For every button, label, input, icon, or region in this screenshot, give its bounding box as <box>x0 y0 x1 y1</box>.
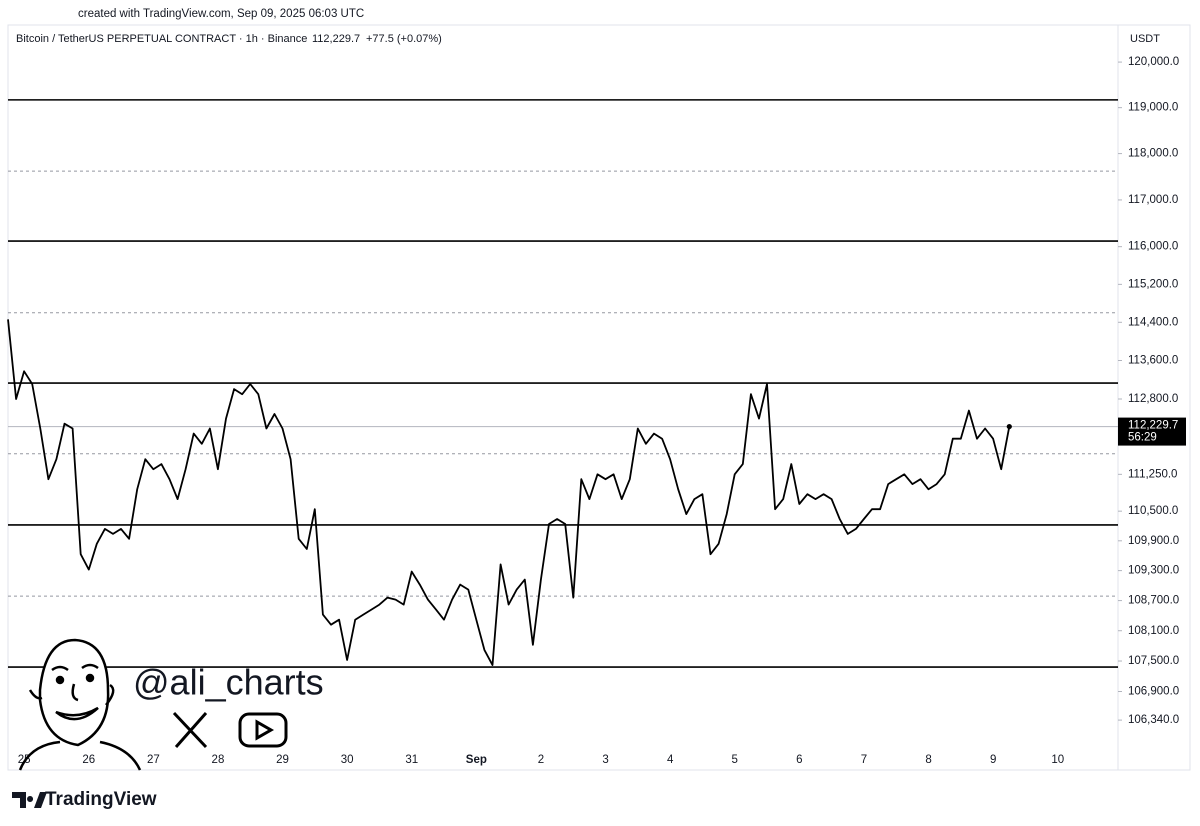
watermark: @ali_charts <box>133 662 324 703</box>
x-tick-label: 29 <box>276 754 289 766</box>
x-tick-label: 3 <box>602 754 608 766</box>
y-tick-label: 114,400.0 <box>1128 316 1178 328</box>
header: created with TradingView.com, Sep 09, 20… <box>78 8 364 20</box>
y-tick-label: 118,000.0 <box>1128 148 1178 160</box>
footer-brand: TradingView <box>45 789 157 810</box>
x-tick-label: 4 <box>667 754 674 766</box>
y-tick-label: 106,900.0 <box>1128 686 1179 698</box>
youtube-logo <box>238 712 288 748</box>
symbol-price: 112,229.7 <box>312 33 360 45</box>
x-tick-label: 31 <box>405 754 418 766</box>
x-tick-label: 8 <box>925 754 931 766</box>
avatar <box>18 638 142 771</box>
y-tick-label: 106,340.0 <box>1128 714 1179 726</box>
plot: 120,000.0 119,000.0 118,000.0 117,000.0 116,… <box>7 56 1179 766</box>
y-tick-label: 116,000.0 <box>1128 241 1178 253</box>
y-tick-label: 108,100.0 <box>1128 625 1179 637</box>
x-logo <box>172 711 208 749</box>
x-tick-label: 9 <box>990 754 996 766</box>
last-price-box <box>1118 417 1186 446</box>
tradingview-logo <box>12 792 47 808</box>
x-tick-label: 2 <box>538 754 544 766</box>
y-tick-label: 112,800.0 <box>1128 393 1178 405</box>
countdown: 56:29 <box>1128 432 1157 444</box>
price-line <box>7 319 1011 666</box>
x-tick-label: Sep <box>466 754 487 766</box>
x-tick-label: 26 <box>82 754 95 766</box>
currency: USDT <box>1130 33 1160 45</box>
y-tick-label: 110,500.0 <box>1128 505 1178 517</box>
symbol-title: Bitcoin / TetherUS PERPETUAL CONTRACT · … <box>16 33 307 45</box>
last-point <box>1006 423 1012 430</box>
x-tick-label: 10 <box>1051 754 1064 766</box>
y-tick-label: 113,600.0 <box>1128 355 1178 367</box>
x-tick-label: 27 <box>147 754 160 766</box>
y-tick-label: 108,700.0 <box>1128 595 1179 607</box>
y-tick-label: 109,900.0 <box>1128 535 1179 547</box>
x-tick-label: 5 <box>732 754 738 766</box>
y-tick-label: 111,250.0 <box>1128 468 1177 480</box>
last-price-label: 112,229.7 <box>1128 420 1178 432</box>
x-tick-label: 28 <box>212 754 225 766</box>
x-tick-label: 30 <box>341 754 354 766</box>
x-tick-label: 7 <box>861 754 867 766</box>
y-tick-label: 117,000.0 <box>1128 194 1178 206</box>
y-tick-label: 119,000.0 <box>1128 102 1178 114</box>
pane-border <box>7 24 1191 771</box>
x-tick-label: 6 <box>796 754 802 766</box>
y-tick-label: 120,000.0 <box>1128 56 1179 68</box>
y-tick-label: 115,200.0 <box>1128 278 1178 290</box>
symbol-change: +77.5 (+0.07%) <box>366 33 442 45</box>
y-tick-label: 107,500.0 <box>1128 655 1179 667</box>
y-tick-label: 109,300.0 <box>1128 565 1179 577</box>
